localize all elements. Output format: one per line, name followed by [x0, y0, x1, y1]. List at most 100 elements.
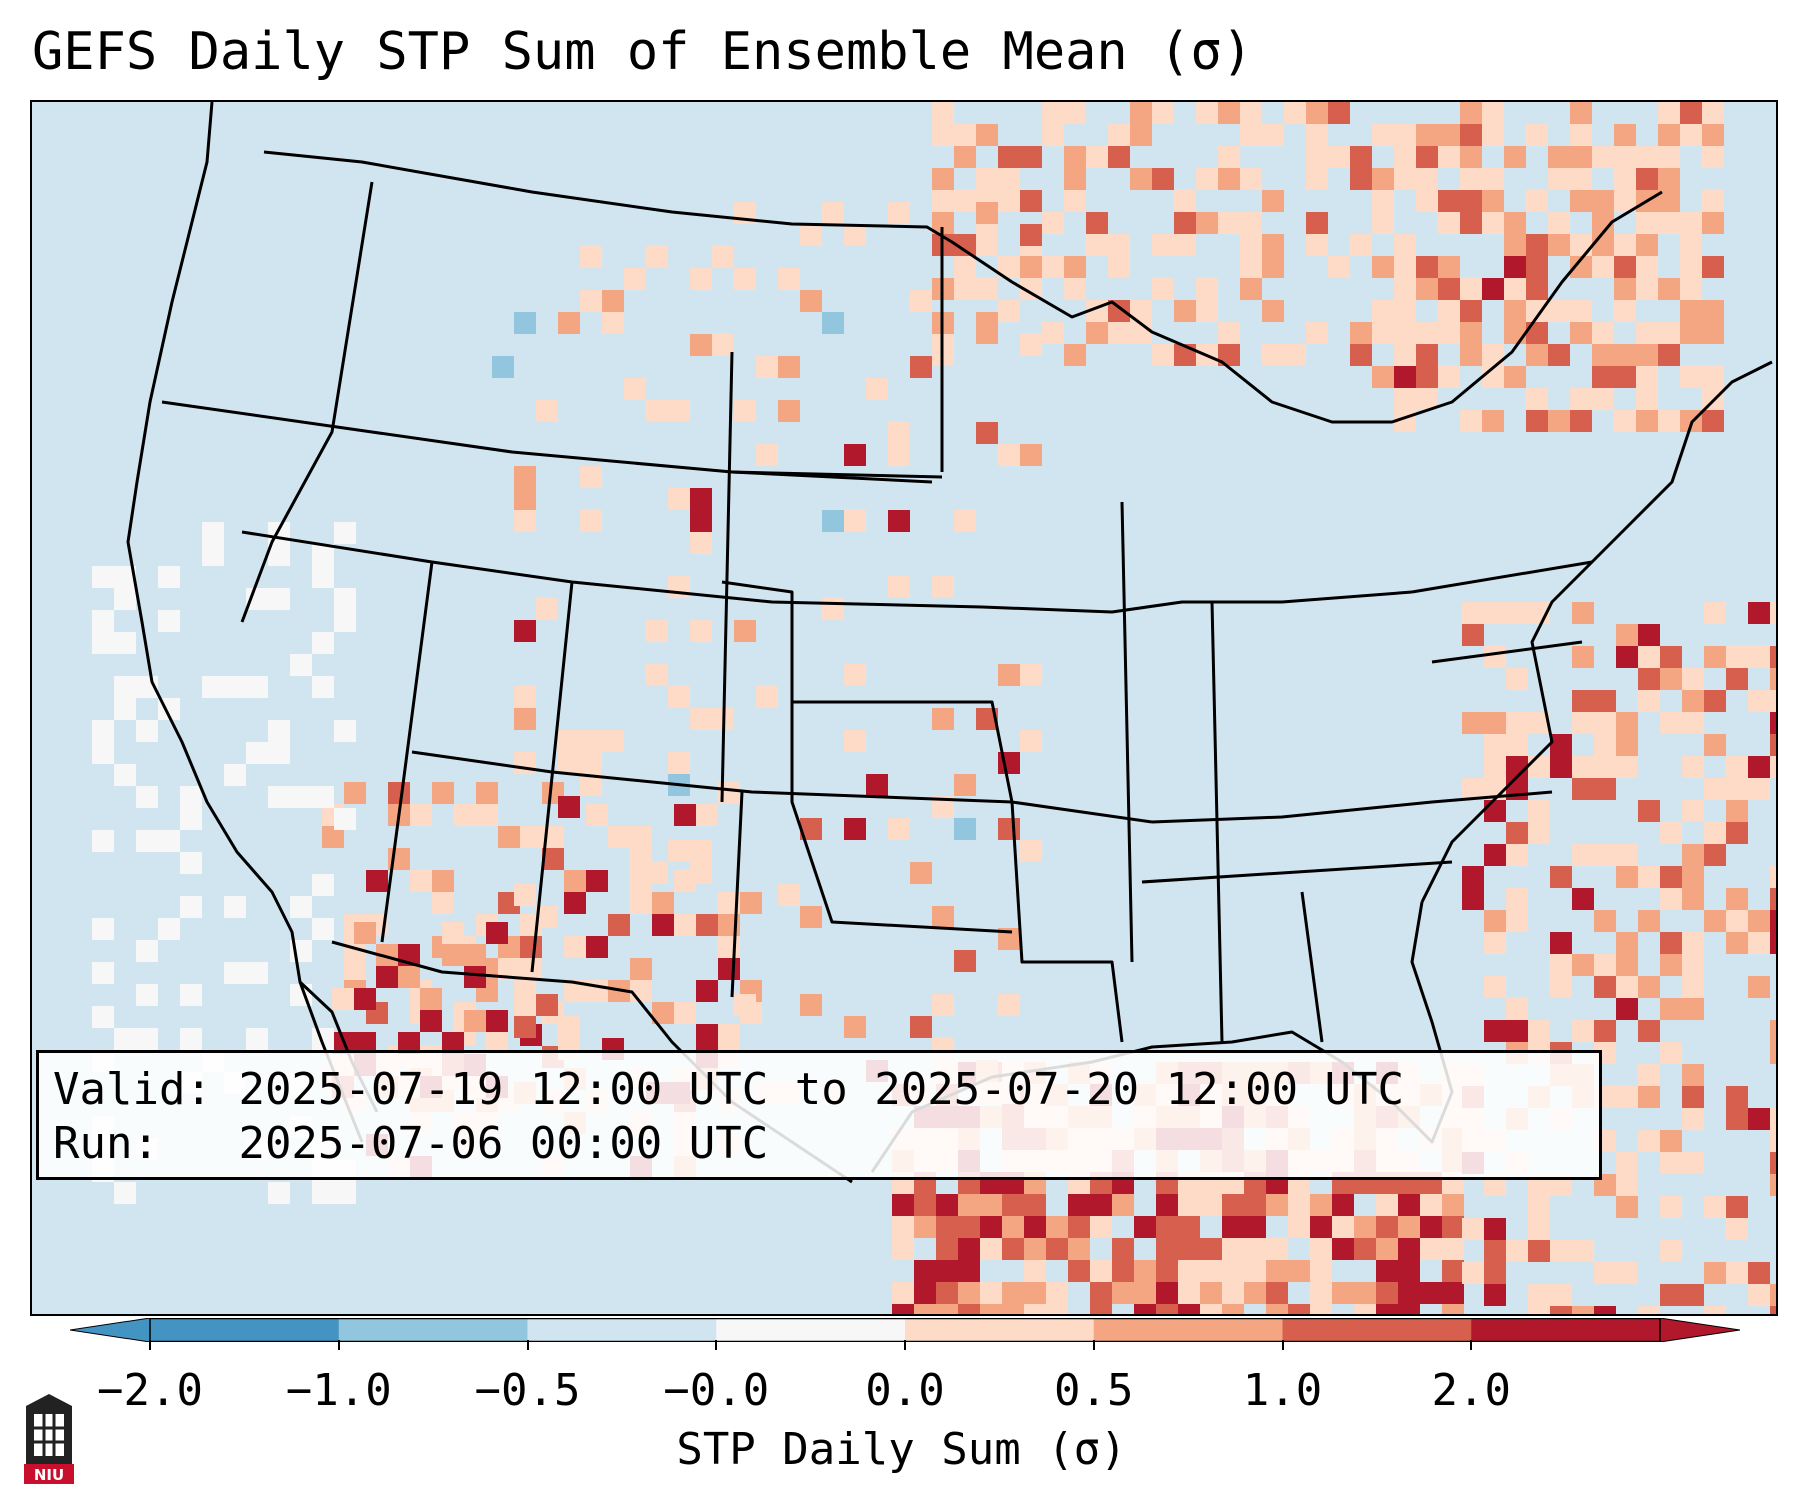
- anomaly-cell: [1484, 844, 1506, 866]
- anomaly-cell: [888, 422, 910, 444]
- anomaly-cell: [1614, 278, 1636, 300]
- anomaly-cell: [558, 752, 580, 774]
- anomaly-cell: [1594, 734, 1616, 756]
- anomaly-cell: [1504, 212, 1526, 234]
- anomaly-cell: [1682, 800, 1704, 822]
- anomaly-cell: [1134, 1282, 1156, 1304]
- anomaly-cell: [1570, 168, 1592, 190]
- anomaly-cell: [1570, 322, 1592, 344]
- anomaly-cell: [410, 870, 432, 892]
- state-line: [1411, 560, 1593, 594]
- anomaly-cell: [1726, 756, 1748, 778]
- anomaly-cell: [114, 1028, 136, 1050]
- anomaly-cell: [696, 980, 718, 1002]
- anomaly-cell: [514, 488, 536, 510]
- anomaly-cell: [268, 720, 290, 742]
- anomaly-cell: [1550, 756, 1572, 778]
- anomaly-cell: [1042, 124, 1064, 146]
- anomaly-cell: [1460, 300, 1482, 322]
- anomaly-cell: [1638, 1086, 1660, 1108]
- anomaly-cell: [954, 190, 976, 212]
- anomaly-cell: [932, 906, 954, 928]
- anomaly-cell: [486, 1032, 508, 1054]
- anomaly-cell: [158, 830, 180, 852]
- anomaly-cell: [1572, 1240, 1594, 1262]
- anomaly-cell: [1086, 322, 1108, 344]
- anomaly-cell: [1020, 334, 1042, 356]
- anomaly-cell: [1266, 1304, 1288, 1314]
- anomaly-cell: [586, 936, 608, 958]
- anomaly-cell: [464, 1010, 486, 1032]
- anomaly-cell: [1200, 1194, 1222, 1216]
- anomaly-cell: [1550, 1306, 1572, 1314]
- anomaly-cell: [1064, 344, 1086, 366]
- anomaly-cell: [1438, 300, 1460, 322]
- anomaly-cell: [1178, 1238, 1200, 1260]
- anomaly-cell: [1660, 1152, 1682, 1174]
- anomaly-cell: [1506, 1020, 1528, 1042]
- anomaly-cell: [1550, 976, 1572, 998]
- anomaly-cell: [1504, 256, 1526, 278]
- anomaly-cell: [674, 804, 696, 826]
- anomaly-cell: [1548, 234, 1570, 256]
- anomaly-cell: [486, 922, 508, 944]
- anomaly-cell: [1310, 1260, 1332, 1282]
- anomaly-cell: [892, 1216, 914, 1238]
- anomaly-cell: [1196, 300, 1218, 322]
- anomaly-cell: [1416, 146, 1438, 168]
- anomaly-cell: [1702, 256, 1724, 278]
- anomaly-cell: [1438, 124, 1460, 146]
- anomaly-cell: [1310, 1282, 1332, 1304]
- anomaly-cell: [1704, 646, 1726, 668]
- anomaly-cell: [1616, 624, 1638, 646]
- anomaly-cell: [1462, 624, 1484, 646]
- anomaly-cell: [980, 1304, 1002, 1314]
- anomaly-cell: [180, 808, 202, 830]
- anomaly-cell: [1020, 730, 1042, 752]
- anomaly-cell: [1658, 344, 1680, 366]
- anomaly-cell: [1660, 1130, 1682, 1152]
- anomaly-cell: [1616, 1262, 1638, 1284]
- anomaly-cell: [1506, 668, 1528, 690]
- anomaly-cell: [936, 1304, 958, 1314]
- anomaly-cell: [1748, 1262, 1770, 1284]
- anomaly-cell: [1484, 756, 1506, 778]
- anomaly-cell: [1090, 1216, 1112, 1238]
- anomaly-cell: [1262, 256, 1284, 278]
- anomaly-cell: [1682, 1108, 1704, 1130]
- anomaly-cell: [778, 356, 800, 378]
- anomaly-cell: [1482, 278, 1504, 300]
- anomaly-cell: [1548, 212, 1570, 234]
- anomaly-cell: [1398, 1282, 1420, 1304]
- anomaly-cell: [114, 566, 136, 588]
- anomaly-cell: [1350, 344, 1372, 366]
- anomaly-cell: [998, 928, 1020, 950]
- anomaly-cell: [1416, 278, 1438, 300]
- anomaly-cell: [1376, 1194, 1398, 1216]
- anomaly-cell: [1042, 256, 1064, 278]
- state-line: [411, 750, 1153, 824]
- anomaly-cell: [1658, 168, 1680, 190]
- anomaly-cell: [1266, 1282, 1288, 1304]
- anomaly-cell: [1484, 800, 1506, 822]
- anomaly-cell: [778, 884, 800, 906]
- anomaly-cell: [756, 444, 778, 466]
- anomaly-cell: [202, 676, 224, 698]
- anomaly-cell: [690, 620, 712, 642]
- anomaly-cell: [1702, 322, 1724, 344]
- anomaly-cell: [1178, 1304, 1200, 1314]
- anomaly-cell: [1200, 1282, 1222, 1304]
- anomaly-cell: [1442, 1282, 1464, 1304]
- anomaly-cell: [910, 290, 932, 312]
- anomaly-cell: [712, 334, 734, 356]
- anomaly-cell: [1704, 778, 1726, 800]
- anomaly-cell: [976, 422, 998, 444]
- anomaly-cell: [1328, 146, 1350, 168]
- anomaly-cell: [800, 224, 822, 246]
- anomaly-cell: [1704, 822, 1726, 844]
- anomaly-cell: [180, 896, 202, 918]
- anomaly-cell: [1658, 278, 1680, 300]
- anomaly-cell: [514, 686, 536, 708]
- anomaly-cell: [1178, 1194, 1200, 1216]
- anomaly-cell: [1484, 910, 1506, 932]
